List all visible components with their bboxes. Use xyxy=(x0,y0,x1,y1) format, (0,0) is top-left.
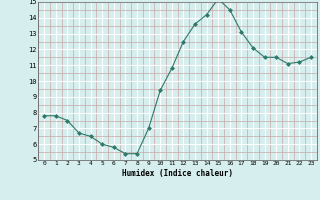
X-axis label: Humidex (Indice chaleur): Humidex (Indice chaleur) xyxy=(122,169,233,178)
